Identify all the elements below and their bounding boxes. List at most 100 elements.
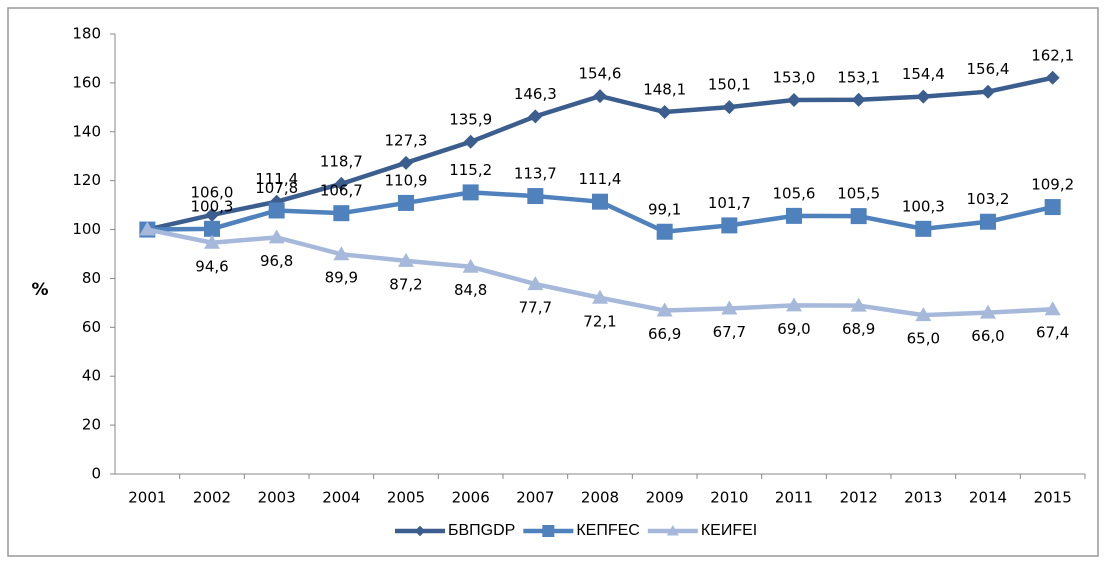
legend-marker xyxy=(542,525,555,537)
data-label: 101,7 xyxy=(708,194,751,212)
legend-label: БВПGDP xyxy=(448,522,515,539)
x-tick-label: 2006 xyxy=(452,489,490,507)
data-point xyxy=(722,100,737,115)
data-point xyxy=(786,207,802,224)
data-label: 66,9 xyxy=(648,325,681,343)
y-tick-label: 40 xyxy=(82,367,101,385)
data-point xyxy=(398,194,414,211)
data-label: 115,2 xyxy=(449,161,492,179)
data-point xyxy=(268,229,285,244)
x-tick-label: 2008 xyxy=(581,489,619,507)
data-point xyxy=(915,220,932,237)
legend-marker xyxy=(414,525,426,537)
data-label: 66,0 xyxy=(971,327,1004,345)
x-tick-label: 2007 xyxy=(516,489,554,507)
data-point xyxy=(333,246,350,261)
data-point xyxy=(915,307,932,322)
data-point xyxy=(721,300,738,315)
data-point xyxy=(981,84,995,99)
data-point xyxy=(268,202,285,219)
legend-label: КЕПFEC xyxy=(576,522,640,539)
y-tick-label: 120 xyxy=(72,171,101,189)
data-point xyxy=(204,220,220,237)
data-label: 105,5 xyxy=(837,185,880,203)
data-point xyxy=(204,234,220,249)
data-point xyxy=(1045,70,1060,85)
data-point xyxy=(1044,301,1061,316)
y-tick-label: 20 xyxy=(82,416,101,434)
data-point xyxy=(398,252,414,267)
x-tick-label: 2003 xyxy=(258,489,296,507)
y-tick-label: 60 xyxy=(82,318,101,336)
data-label: 106,0 xyxy=(191,183,234,201)
data-point xyxy=(592,289,608,304)
data-label: 113,7 xyxy=(514,165,557,183)
data-label: 105,6 xyxy=(773,184,816,202)
data-label: 100,3 xyxy=(902,197,945,215)
data-label: 156,4 xyxy=(967,60,1010,78)
x-tick-label: 2004 xyxy=(322,489,360,507)
data-point xyxy=(205,207,219,222)
data-point xyxy=(333,205,350,222)
data-label: 118,7 xyxy=(320,152,363,170)
data-point xyxy=(656,302,673,317)
data-point xyxy=(1044,199,1061,216)
data-point xyxy=(916,89,931,104)
data-label: 111,4 xyxy=(255,170,298,188)
legend-marker xyxy=(666,525,679,536)
data-label: 68,9 xyxy=(842,320,875,338)
data-label: 106,7 xyxy=(320,182,363,200)
data-label: 153,1 xyxy=(837,68,880,86)
data-label: 110,9 xyxy=(385,171,428,189)
data-point xyxy=(463,134,478,149)
data-point xyxy=(528,109,543,124)
x-tick-label: 2015 xyxy=(1034,489,1072,507)
y-tick-label: 100 xyxy=(72,220,101,238)
x-tick-label: 2005 xyxy=(387,489,425,507)
data-label: 111,4 xyxy=(579,170,622,188)
data-point xyxy=(593,89,607,104)
data-label: 103,2 xyxy=(967,190,1010,208)
data-label: 135,9 xyxy=(449,110,492,128)
data-point xyxy=(462,258,479,273)
data-point xyxy=(850,297,867,312)
data-label: 148,1 xyxy=(643,80,686,98)
data-label: 127,3 xyxy=(385,131,428,149)
data-point xyxy=(462,184,479,201)
x-tick-label: 2001 xyxy=(128,489,166,507)
data-point xyxy=(657,104,672,119)
y-tick-label: 140 xyxy=(72,122,101,140)
y-tick-label: 80 xyxy=(82,269,101,287)
chart-border xyxy=(7,7,1099,557)
x-tick-label: 2009 xyxy=(646,489,684,507)
y-tick-label: 160 xyxy=(72,73,101,91)
data-point xyxy=(334,176,349,191)
data-label: 67,7 xyxy=(713,323,746,341)
x-tick-label: 2012 xyxy=(840,489,878,507)
data-label: 67,4 xyxy=(1036,324,1069,342)
data-point xyxy=(721,217,738,234)
data-label: 100,3 xyxy=(191,197,234,215)
y-tick-label: 0 xyxy=(91,465,101,483)
data-point xyxy=(527,276,544,291)
data-label: 107,8 xyxy=(255,179,298,197)
data-point xyxy=(592,193,608,210)
y-tick-label: 180 xyxy=(72,25,101,43)
data-label: 87,2 xyxy=(389,275,422,293)
data-point xyxy=(786,297,802,312)
x-tick-label: 2014 xyxy=(969,489,1007,507)
data-label: 146,3 xyxy=(514,85,557,103)
legend-label: КЕИFEI xyxy=(701,522,757,539)
data-label: 77,7 xyxy=(519,299,552,317)
data-point xyxy=(527,188,544,205)
data-label: 109,2 xyxy=(1031,176,1074,194)
data-label: 150,1 xyxy=(708,76,751,94)
data-label: 69,0 xyxy=(777,320,810,338)
data-point xyxy=(980,213,996,230)
data-point xyxy=(851,92,866,107)
data-label: 84,8 xyxy=(454,281,487,299)
data-label: 153,0 xyxy=(773,69,816,87)
data-point xyxy=(139,221,156,236)
data-label: 72,1 xyxy=(583,312,616,330)
